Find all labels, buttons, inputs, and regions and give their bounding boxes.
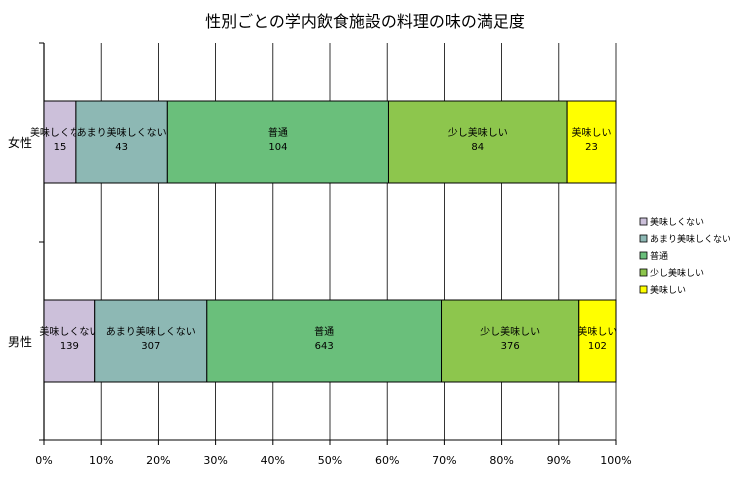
bar-segment xyxy=(578,299,617,383)
x-tick-label: 60% xyxy=(375,454,399,467)
x-tick-label: 70% xyxy=(432,454,456,467)
data-label-name: 美味しい xyxy=(577,325,617,338)
legend-label: あまり美味しくない xyxy=(650,233,730,245)
legend-swatch xyxy=(639,234,648,243)
legend-label: 普通 xyxy=(650,250,668,262)
data-label-value: 102 xyxy=(588,341,607,352)
data-label-name: 少し美味しい xyxy=(480,325,540,338)
legend-swatch xyxy=(639,251,648,260)
data-label-name: 美味しくない xyxy=(39,325,99,338)
category-label: 女性 xyxy=(8,135,32,150)
legend-swatch xyxy=(639,268,648,277)
data-label-value: 139 xyxy=(60,341,79,352)
bar-segment xyxy=(206,299,443,383)
data-label-value: 84 xyxy=(471,142,484,153)
category-label: 男性 xyxy=(8,335,32,349)
legend-label: 少し美味しい xyxy=(650,267,704,279)
bar-segment xyxy=(43,100,77,184)
bar-segment xyxy=(441,299,580,383)
data-label-name: あまり美味しくない xyxy=(77,126,167,139)
data-label-value: 376 xyxy=(501,341,520,352)
x-tick-label: 30% xyxy=(203,454,227,467)
data-label-name: 普通 xyxy=(268,126,288,139)
data-label-value: 15 xyxy=(54,142,67,153)
x-tick-label: 40% xyxy=(261,454,285,467)
data-label-name: 美味しくない xyxy=(30,126,90,139)
bar-segment xyxy=(566,100,617,184)
data-label-value: 104 xyxy=(268,142,287,153)
data-label-value: 43 xyxy=(115,142,128,153)
bar-segment xyxy=(75,100,168,184)
data-label-name: あまり美味しくない xyxy=(106,325,196,338)
legend-label: 美味しくない xyxy=(650,216,704,228)
x-tick-label: 80% xyxy=(489,454,513,467)
data-label-value: 643 xyxy=(315,341,334,352)
legend-swatch xyxy=(639,217,648,226)
bar-segment xyxy=(43,299,96,383)
x-tick-label: 50% xyxy=(318,454,342,467)
data-label-name: 普通 xyxy=(314,325,334,338)
data-label-name: 少し美味しい xyxy=(448,126,508,139)
x-tick-label: 90% xyxy=(547,454,571,467)
x-tick-label: 100% xyxy=(600,454,631,467)
bar-segment xyxy=(166,100,389,184)
x-tick-label: 0% xyxy=(35,454,52,467)
bar-segment xyxy=(94,299,208,383)
bar-segment xyxy=(387,100,568,184)
legend-swatch xyxy=(639,285,648,294)
legend-label: 美味しい xyxy=(650,284,686,296)
data-label-value: 307 xyxy=(141,341,160,352)
data-label-name: 美味しい xyxy=(572,126,612,139)
data-label-value: 23 xyxy=(585,142,598,153)
x-tick-label: 10% xyxy=(89,454,113,467)
chart-title: 性別ごとの学内飲食施設の料理の味の満足度 xyxy=(205,12,525,31)
x-tick-label: 20% xyxy=(146,454,170,467)
